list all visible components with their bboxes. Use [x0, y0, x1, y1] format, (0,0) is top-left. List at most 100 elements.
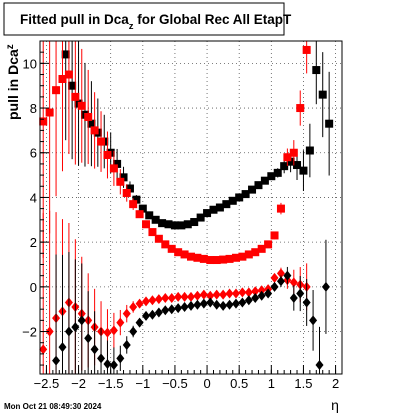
marker-square	[296, 104, 305, 113]
y-tick-label: 0	[30, 280, 37, 295]
marker-square	[209, 205, 218, 214]
marker-diamond	[231, 288, 240, 299]
marker-diamond	[289, 293, 298, 304]
marker-square	[248, 185, 257, 194]
chart-title-sub: z	[129, 21, 134, 32]
marker-square	[270, 231, 279, 240]
marker-diamond	[77, 315, 86, 326]
marker-diamond	[238, 287, 247, 298]
marker-square	[87, 119, 96, 128]
marker-square	[257, 244, 266, 253]
x-tick-label: 1.5	[294, 376, 312, 391]
marker-square	[45, 108, 54, 117]
x-tick-label: −2.5	[34, 376, 60, 391]
marker-square	[61, 50, 70, 59]
marker-diamond	[219, 289, 228, 300]
marker-square	[325, 119, 334, 128]
marker-square	[241, 190, 250, 199]
marker-square	[177, 221, 186, 230]
marker-diamond	[116, 317, 125, 328]
marker-square	[142, 220, 151, 229]
marker-square	[52, 86, 61, 95]
marker-square	[199, 254, 208, 263]
marker-diamond	[315, 360, 324, 371]
marker-diamond	[251, 286, 260, 297]
marker-square	[299, 166, 308, 175]
marker-diamond	[109, 360, 118, 371]
marker-square	[154, 234, 163, 243]
marker-diamond	[225, 299, 234, 310]
marker-diamond	[148, 295, 157, 306]
marker-diamond	[289, 277, 298, 288]
marker-diamond	[148, 309, 157, 320]
x-tick-label: 1	[268, 376, 275, 391]
marker-square	[283, 153, 292, 162]
marker-diamond	[251, 293, 260, 304]
marker-diamond	[193, 290, 202, 301]
marker-diamond	[206, 297, 215, 308]
marker-diamond	[257, 285, 266, 296]
marker-square	[138, 204, 147, 213]
marker-square	[264, 240, 273, 249]
marker-diamond	[103, 358, 112, 369]
marker-square	[90, 126, 99, 135]
marker-diamond	[135, 298, 144, 309]
marker-square	[116, 177, 125, 186]
x-tick-label: −0.5	[162, 376, 188, 391]
marker-square	[219, 255, 228, 264]
marker-diamond	[154, 307, 163, 318]
marker-square	[251, 248, 260, 257]
marker-square	[286, 157, 295, 166]
marker-square	[132, 195, 141, 204]
marker-square	[235, 193, 244, 202]
marker-square	[222, 200, 231, 209]
marker-square	[302, 45, 311, 54]
marker-square	[145, 211, 154, 220]
marker-square	[254, 181, 263, 190]
marker-square	[167, 244, 176, 253]
marker-square	[58, 74, 67, 83]
marker-square	[129, 200, 138, 209]
x-tick-label: 2	[332, 376, 339, 391]
chart-title-main: Fitted pull in Dca	[20, 12, 129, 27]
marker-diamond	[321, 281, 330, 292]
marker-square	[244, 250, 253, 259]
y-tick-label: 4	[30, 190, 37, 205]
x-tick-label: −2	[71, 376, 86, 391]
marker-square	[305, 146, 314, 155]
marker-diamond	[52, 355, 61, 366]
marker-square	[113, 159, 122, 168]
marker-diamond	[187, 300, 195, 311]
marker-square	[39, 117, 48, 126]
y-tick-label: 8	[30, 101, 37, 116]
marker-diamond	[180, 291, 189, 302]
chart-title-rest: for Global Rec All EtapT	[134, 12, 293, 27]
x-tick-label: 0	[203, 376, 210, 391]
data-markers	[39, 41, 334, 374]
marker-diamond	[161, 293, 170, 304]
x-tick-label: −1	[135, 376, 150, 391]
marker-square	[228, 196, 237, 205]
marker-square	[231, 253, 240, 262]
marker-square	[238, 252, 247, 261]
marker-diamond	[142, 310, 151, 321]
timestamp: Mon Oct 21 08:49:30 2024	[4, 402, 102, 411]
marker-square	[312, 66, 321, 75]
marker-diamond	[212, 289, 221, 300]
marker-diamond	[296, 288, 305, 299]
marker-diamond	[122, 339, 131, 350]
x-tick-label: 0.5	[230, 376, 248, 391]
marker-square	[187, 252, 195, 261]
marker-diamond	[193, 299, 202, 310]
marker-diamond	[199, 289, 208, 300]
marker-square	[103, 150, 112, 159]
marker-diamond	[270, 281, 279, 292]
marker-diamond	[309, 315, 318, 326]
marker-diamond	[244, 287, 253, 298]
marker-square	[318, 90, 327, 99]
marker-diamond	[238, 297, 247, 308]
marker-square	[260, 176, 269, 185]
marker-diamond	[142, 296, 151, 307]
title-box	[3, 2, 285, 36]
marker-square	[276, 204, 285, 213]
